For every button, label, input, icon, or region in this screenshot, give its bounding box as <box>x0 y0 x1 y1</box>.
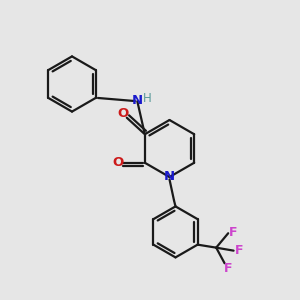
Text: F: F <box>235 244 244 257</box>
Text: N: N <box>164 169 175 183</box>
Text: O: O <box>113 156 124 169</box>
Text: F: F <box>224 262 233 275</box>
Text: F: F <box>229 226 238 239</box>
Text: N: N <box>132 94 143 107</box>
Text: O: O <box>117 107 128 120</box>
Text: H: H <box>142 92 151 105</box>
